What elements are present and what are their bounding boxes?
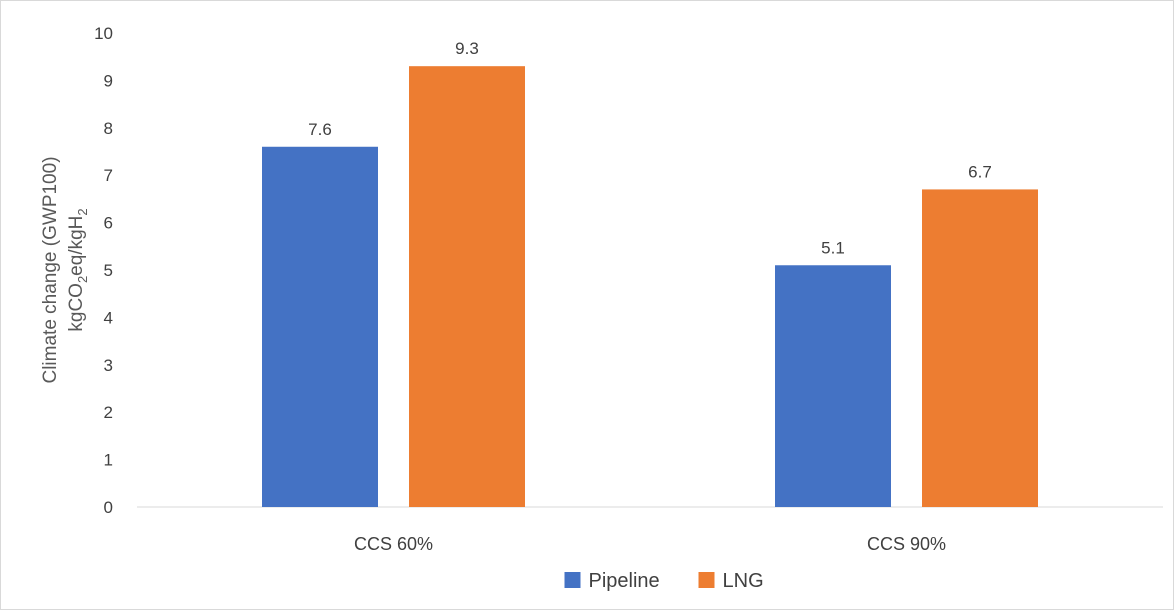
y-tick-label: 7 xyxy=(104,166,113,185)
y-tick-label: 1 xyxy=(104,451,113,470)
y-axis-title-units: kgCO2eq/kgH2 xyxy=(66,208,90,331)
y-units-part1: kgCO xyxy=(66,283,87,332)
y-tick-label: 2 xyxy=(104,403,113,422)
legend-swatch-pipeline xyxy=(564,572,581,588)
y-tick-label: 0 xyxy=(104,498,113,517)
data-label: 7.6 xyxy=(308,120,332,139)
y-tick-label: 6 xyxy=(104,214,113,233)
legend: Pipeline LNG xyxy=(564,570,764,592)
y-tick-label: 3 xyxy=(104,356,113,375)
y-tick-label: 10 xyxy=(94,24,113,43)
y-units-sub2: 2 xyxy=(75,208,90,215)
y-tick-label: 5 xyxy=(104,261,113,280)
y-units-part2: eq/kgH xyxy=(66,216,87,276)
data-label: 5.1 xyxy=(821,238,845,257)
data-labels: 7.6 9.3 5.1 6.7 xyxy=(308,39,992,257)
y-axis-ticks: 0 1 2 3 4 5 6 7 8 9 10 xyxy=(94,24,113,517)
bars xyxy=(262,66,1038,508)
x-category-label: CCS 60% xyxy=(354,534,433,554)
y-axis-title: Climate change (GWP100) xyxy=(40,156,61,383)
y-tick-label: 9 xyxy=(104,71,113,90)
legend-label-pipeline: Pipeline xyxy=(589,570,660,592)
bar-pipeline xyxy=(775,265,891,507)
data-label: 9.3 xyxy=(455,39,479,58)
x-category-label: CCS 90% xyxy=(867,534,946,554)
data-label: 6.7 xyxy=(968,162,992,181)
bar-pipeline xyxy=(262,146,378,507)
category-labels: CCS 60% CCS 90% xyxy=(354,534,946,554)
y-tick-label: 4 xyxy=(104,308,113,327)
y-units-sub1: 2 xyxy=(75,276,90,283)
legend-swatch-lng xyxy=(698,572,715,588)
legend-label-lng: LNG xyxy=(723,570,764,592)
bar-lng xyxy=(409,66,525,508)
bar-lng xyxy=(922,189,1038,508)
y-tick-label: 8 xyxy=(104,119,113,138)
